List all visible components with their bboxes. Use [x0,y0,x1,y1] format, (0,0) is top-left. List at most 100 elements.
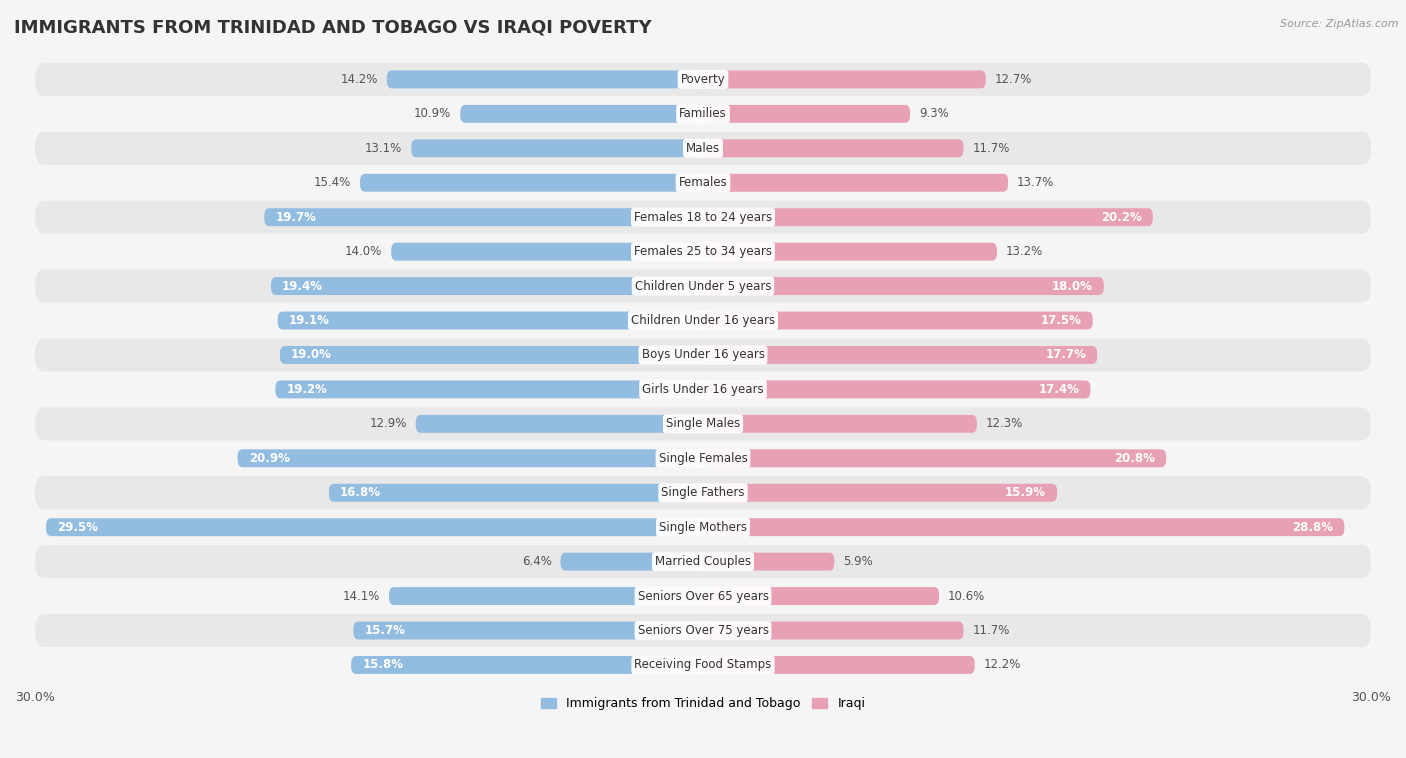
Text: 12.2%: 12.2% [984,659,1021,672]
FancyBboxPatch shape [271,277,703,295]
FancyBboxPatch shape [703,277,1104,295]
Text: 15.9%: 15.9% [1005,486,1046,500]
FancyBboxPatch shape [561,553,703,571]
FancyBboxPatch shape [35,580,1371,612]
FancyBboxPatch shape [35,166,1371,199]
FancyBboxPatch shape [703,243,997,261]
Text: 16.8%: 16.8% [340,486,381,500]
Text: Children Under 5 years: Children Under 5 years [634,280,772,293]
FancyBboxPatch shape [387,70,703,89]
FancyBboxPatch shape [703,70,986,89]
FancyBboxPatch shape [35,648,1371,681]
Text: 14.1%: 14.1% [343,590,380,603]
FancyBboxPatch shape [277,312,703,330]
Text: Source: ZipAtlas.com: Source: ZipAtlas.com [1281,19,1399,29]
Text: Single Males: Single Males [666,418,740,431]
Text: Single Fathers: Single Fathers [661,486,745,500]
FancyBboxPatch shape [35,373,1371,406]
Text: 13.2%: 13.2% [1005,245,1043,258]
FancyBboxPatch shape [703,139,963,157]
Text: 5.9%: 5.9% [844,555,873,568]
Text: Single Females: Single Females [658,452,748,465]
Text: Children Under 16 years: Children Under 16 years [631,314,775,327]
Text: 6.4%: 6.4% [522,555,551,568]
Text: Families: Families [679,108,727,121]
Text: 17.5%: 17.5% [1040,314,1081,327]
FancyBboxPatch shape [703,449,1166,467]
FancyBboxPatch shape [391,243,703,261]
FancyBboxPatch shape [703,312,1092,330]
Text: 18.0%: 18.0% [1052,280,1092,293]
FancyBboxPatch shape [35,304,1371,337]
FancyBboxPatch shape [389,587,703,605]
Text: 19.4%: 19.4% [283,280,323,293]
Text: 15.7%: 15.7% [364,624,405,637]
FancyBboxPatch shape [703,518,1344,536]
Text: 12.3%: 12.3% [986,418,1024,431]
FancyBboxPatch shape [35,614,1371,647]
Text: Males: Males [686,142,720,155]
Text: 15.8%: 15.8% [363,659,404,672]
FancyBboxPatch shape [703,656,974,674]
FancyBboxPatch shape [35,97,1371,130]
FancyBboxPatch shape [35,476,1371,509]
FancyBboxPatch shape [280,346,703,364]
FancyBboxPatch shape [46,518,703,536]
FancyBboxPatch shape [703,381,1091,399]
FancyBboxPatch shape [35,235,1371,268]
Text: 20.2%: 20.2% [1101,211,1142,224]
Text: Females 18 to 24 years: Females 18 to 24 years [634,211,772,224]
Text: 14.2%: 14.2% [340,73,378,86]
FancyBboxPatch shape [703,105,910,123]
Text: 10.6%: 10.6% [948,590,986,603]
FancyBboxPatch shape [35,338,1371,371]
FancyBboxPatch shape [703,174,1008,192]
Text: 10.9%: 10.9% [415,108,451,121]
FancyBboxPatch shape [35,132,1371,164]
Text: 20.8%: 20.8% [1114,452,1156,465]
FancyBboxPatch shape [703,484,1057,502]
Text: Females 25 to 34 years: Females 25 to 34 years [634,245,772,258]
FancyBboxPatch shape [35,270,1371,302]
Text: 9.3%: 9.3% [920,108,949,121]
Text: 13.1%: 13.1% [366,142,402,155]
Text: 29.5%: 29.5% [58,521,98,534]
Text: 20.9%: 20.9% [249,452,290,465]
FancyBboxPatch shape [276,381,703,399]
FancyBboxPatch shape [703,346,1097,364]
Text: 17.4%: 17.4% [1039,383,1080,396]
FancyBboxPatch shape [264,208,703,226]
Text: 28.8%: 28.8% [1292,521,1333,534]
Text: 11.7%: 11.7% [973,142,1010,155]
FancyBboxPatch shape [238,449,703,467]
Text: 19.7%: 19.7% [276,211,316,224]
FancyBboxPatch shape [412,139,703,157]
Text: Seniors Over 75 years: Seniors Over 75 years [637,624,769,637]
FancyBboxPatch shape [416,415,703,433]
FancyBboxPatch shape [360,174,703,192]
Text: 12.9%: 12.9% [370,418,406,431]
Text: 19.0%: 19.0% [291,349,332,362]
Text: Single Mothers: Single Mothers [659,521,747,534]
FancyBboxPatch shape [329,484,703,502]
Text: 19.2%: 19.2% [287,383,328,396]
FancyBboxPatch shape [35,545,1371,578]
Text: Receiving Food Stamps: Receiving Food Stamps [634,659,772,672]
Text: 17.7%: 17.7% [1045,349,1085,362]
FancyBboxPatch shape [703,587,939,605]
Text: 19.1%: 19.1% [288,314,329,327]
Text: 14.0%: 14.0% [344,245,382,258]
Text: Girls Under 16 years: Girls Under 16 years [643,383,763,396]
FancyBboxPatch shape [460,105,703,123]
Text: Married Couples: Married Couples [655,555,751,568]
FancyBboxPatch shape [703,553,834,571]
FancyBboxPatch shape [35,407,1371,440]
FancyBboxPatch shape [35,201,1371,233]
FancyBboxPatch shape [35,511,1371,543]
Text: Seniors Over 65 years: Seniors Over 65 years [637,590,769,603]
FancyBboxPatch shape [35,63,1371,96]
FancyBboxPatch shape [703,208,1153,226]
Text: Females: Females [679,177,727,190]
Text: 15.4%: 15.4% [314,177,352,190]
FancyBboxPatch shape [703,415,977,433]
